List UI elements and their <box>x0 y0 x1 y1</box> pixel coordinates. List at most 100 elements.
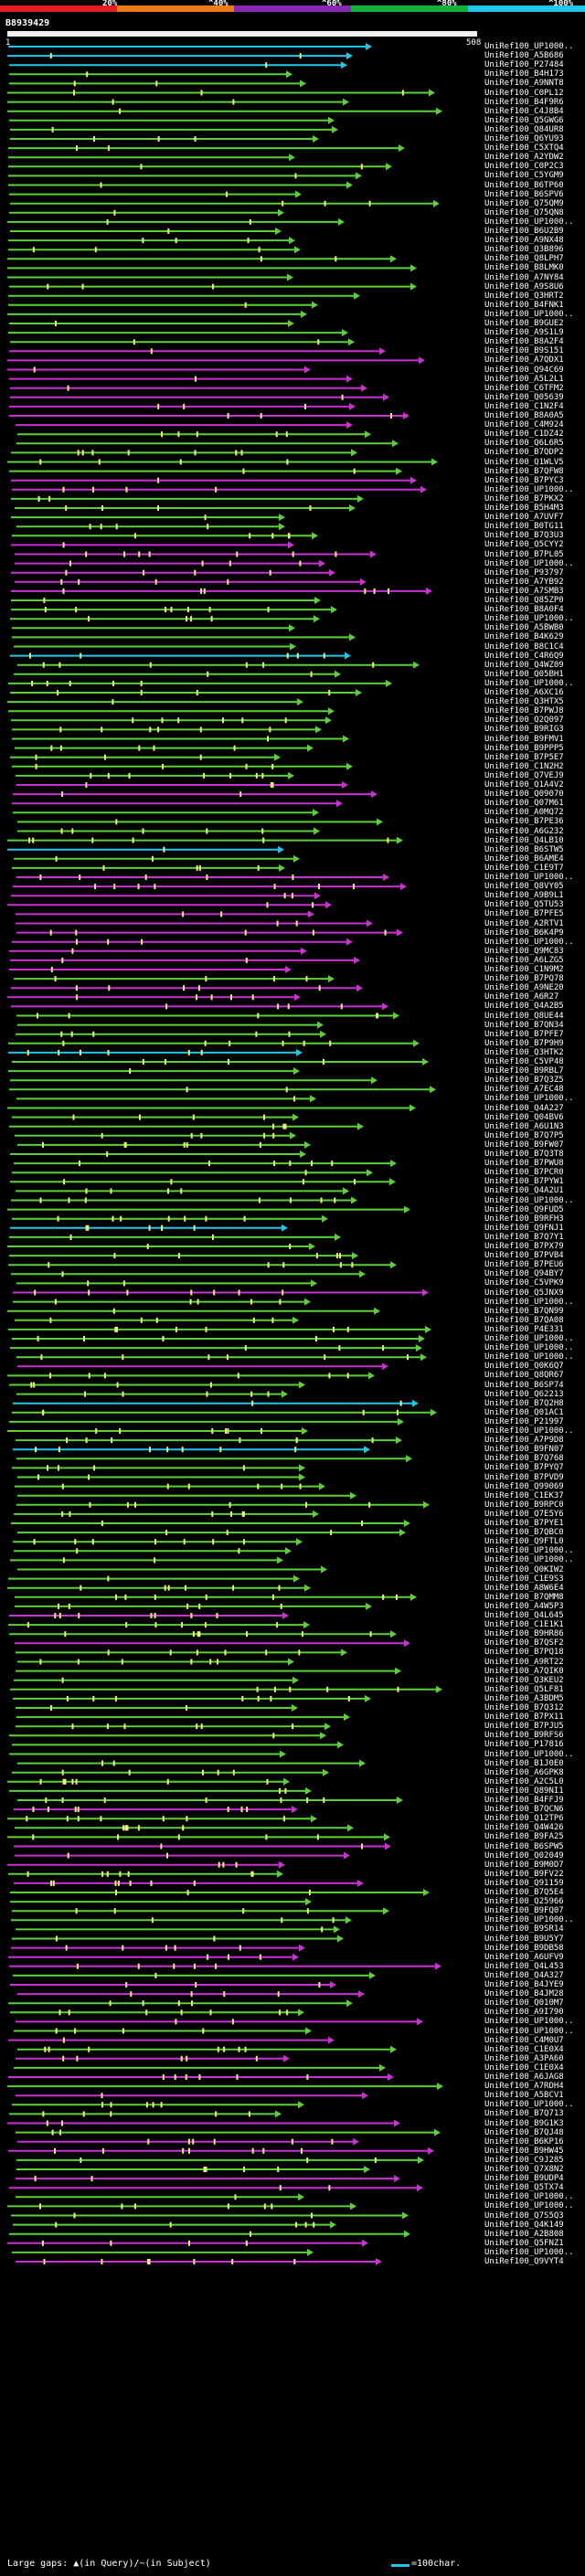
hit-alignment[interactable] <box>17 818 383 826</box>
hit-alignment[interactable] <box>13 883 407 891</box>
hit-label[interactable]: UniRef100_Q5JNX9 <box>484 1288 564 1298</box>
hit-label[interactable]: UniRef100_B7PVD9 <box>484 1472 564 1482</box>
hit-alignment[interactable] <box>10 652 351 660</box>
hit-alignment[interactable] <box>10 956 360 964</box>
hit-alignment[interactable] <box>10 1898 312 1906</box>
hit-label[interactable]: UniRef100_UP1000.. <box>484 1343 574 1353</box>
hit-label[interactable]: UniRef100_B9FN07 <box>484 1445 564 1455</box>
hit-alignment[interactable] <box>8 301 318 309</box>
hit-label[interactable]: UniRef100_A7UVF7 <box>484 513 564 523</box>
hit-label[interactable]: UniRef100_UP1000.. <box>484 1749 574 1759</box>
hit-label[interactable]: UniRef100_B0TG11 <box>484 522 564 532</box>
hit-alignment[interactable] <box>12 1907 389 1915</box>
hit-alignment[interactable] <box>16 919 373 928</box>
hit-alignment[interactable] <box>12 2101 304 2109</box>
hit-label[interactable]: UniRef100_C1N2H2 <box>484 761 564 771</box>
hit-alignment[interactable] <box>8 292 360 300</box>
hit-label[interactable]: UniRef100_Q3HTK2 <box>484 1047 564 1057</box>
hit-alignment[interactable] <box>16 1500 430 1509</box>
hit-alignment[interactable] <box>14 1806 298 1814</box>
hit-label[interactable]: UniRef100_B8A0F4 <box>484 605 564 615</box>
hit-label[interactable]: UniRef100_Q5TX74 <box>484 2183 564 2193</box>
hit-alignment[interactable] <box>16 1713 350 1722</box>
hit-alignment[interactable] <box>7 1427 308 1435</box>
hit-alignment[interactable] <box>16 1436 402 1445</box>
hit-alignment[interactable] <box>11 494 364 503</box>
hit-label[interactable]: UniRef100_B6K4P9 <box>484 928 564 938</box>
hit-label[interactable]: UniRef100_A6U1N3 <box>484 1121 564 1131</box>
hit-alignment[interactable] <box>7 98 349 106</box>
hit-label[interactable]: UniRef100_Q8QR67 <box>484 1371 564 1381</box>
hit-alignment[interactable] <box>12 624 295 632</box>
hit-alignment[interactable] <box>17 1021 324 1029</box>
hit-alignment[interactable] <box>16 910 314 918</box>
hit-label[interactable]: UniRef100_B7QSF2 <box>484 1638 564 1648</box>
hit-label[interactable]: UniRef100_Q12TP6 <box>484 1814 564 1824</box>
hit-label[interactable]: UniRef100_B7PQ78 <box>484 974 564 984</box>
hit-alignment[interactable] <box>10 1076 378 1085</box>
hit-label[interactable]: UniRef100_Q9FTL0 <box>484 1537 564 1547</box>
hit-alignment[interactable] <box>12 726 322 734</box>
hit-alignment[interactable] <box>7 89 435 97</box>
hit-alignment[interactable] <box>12 735 349 743</box>
hit-alignment[interactable] <box>16 523 285 531</box>
hit-alignment[interactable] <box>9 1612 289 1619</box>
hit-label[interactable]: UniRef100_B9HR86 <box>484 1629 564 1639</box>
hit-alignment[interactable] <box>9 467 402 475</box>
hit-alignment[interactable] <box>12 1058 429 1065</box>
hit-label[interactable]: UniRef100_B7Q768 <box>484 1454 564 1464</box>
hit-alignment[interactable] <box>7 255 397 263</box>
hit-alignment[interactable] <box>9 1786 312 1795</box>
hit-label[interactable]: UniRef100_B7PWU8 <box>484 1159 564 1169</box>
hit-label[interactable]: UniRef100_B9GUE2 <box>484 319 564 328</box>
hit-alignment[interactable] <box>7 1104 416 1112</box>
hit-alignment[interactable] <box>7 310 307 318</box>
hit-label[interactable]: UniRef100_B7QN99 <box>484 1306 564 1316</box>
hit-alignment[interactable] <box>13 1288 429 1297</box>
hit-label[interactable]: UniRef100_C4M924 <box>484 420 564 430</box>
hit-alignment[interactable] <box>12 633 356 641</box>
hit-alignment[interactable] <box>15 1482 325 1490</box>
hit-alignment[interactable] <box>10 1344 422 1352</box>
hit-label[interactable]: UniRef100_B9SR14 <box>484 1924 564 1935</box>
hit-alignment[interactable] <box>7 366 311 374</box>
hit-label[interactable]: UniRef100_B7QFW8 <box>484 466 564 476</box>
hit-alignment[interactable] <box>9 2110 282 2118</box>
hit-alignment[interactable] <box>16 1667 401 1675</box>
hit-alignment[interactable] <box>10 393 389 401</box>
hit-label[interactable]: UniRef100_A2C5L0 <box>484 1776 564 1786</box>
hit-alignment[interactable] <box>14 1510 319 1518</box>
hit-alignment[interactable] <box>16 781 348 789</box>
hit-label[interactable]: UniRef100_B7Q3T8 <box>484 1150 564 1159</box>
hit-alignment[interactable] <box>14 1547 292 1555</box>
hit-alignment[interactable] <box>7 836 403 844</box>
hit-label[interactable]: UniRef100_C1E9T7 <box>484 863 564 873</box>
hit-alignment[interactable] <box>17 1797 403 1804</box>
hit-label[interactable]: UniRef100_Q7S5Q3 <box>484 2210 564 2221</box>
hit-label[interactable]: UniRef100_B4F9R6 <box>484 97 564 107</box>
hit-label[interactable]: UniRef100_A6JAG8 <box>484 2072 564 2082</box>
hit-label[interactable]: UniRef100_B7PVB4 <box>484 1251 564 1261</box>
hit-alignment[interactable] <box>10 1556 283 1564</box>
hit-label[interactable]: UniRef100_Q94C69 <box>484 365 564 375</box>
hit-alignment[interactable] <box>17 1529 406 1537</box>
hit-alignment[interactable] <box>7 2119 400 2127</box>
hit-label[interactable]: UniRef100_Q09070 <box>484 790 564 800</box>
hit-alignment[interactable] <box>12 1335 425 1342</box>
hit-alignment[interactable] <box>8 1870 283 1878</box>
hit-label[interactable]: UniRef100_UP1000.. <box>484 873 574 882</box>
hit-alignment[interactable] <box>15 1593 417 1601</box>
hit-label[interactable]: UniRef100_UP1000.. <box>484 1195 574 1205</box>
hit-alignment[interactable] <box>15 1851 350 1860</box>
hit-label[interactable]: UniRef100_B6TP60 <box>484 180 564 190</box>
hit-label[interactable]: UniRef100_B7PKX2 <box>484 493 564 504</box>
hit-label[interactable]: UniRef100_Q01AC1 <box>484 1407 564 1417</box>
hit-alignment[interactable] <box>9 966 292 973</box>
hit-label[interactable]: UniRef100_UP1000.. <box>484 1915 574 1925</box>
hit-label[interactable]: UniRef100_B7Q713 <box>484 2109 564 2119</box>
hit-label[interactable]: UniRef100_B7PWJ8 <box>484 706 564 716</box>
hit-label[interactable]: UniRef100_Q4LB10 <box>484 835 564 845</box>
hit-label[interactable]: UniRef100_Q7VEJ9 <box>484 770 564 780</box>
hit-alignment[interactable] <box>12 1169 373 1177</box>
hit-alignment[interactable] <box>9 1086 436 1094</box>
